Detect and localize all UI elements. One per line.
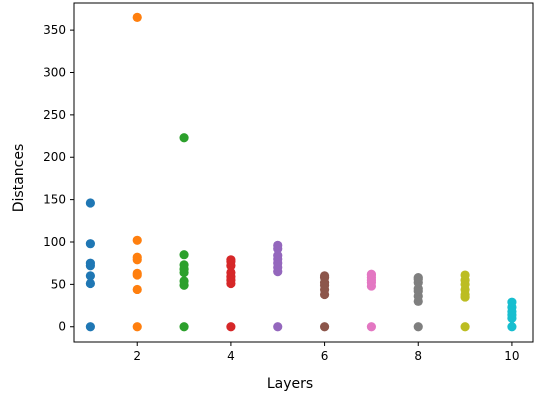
x-tick-label: 4 xyxy=(227,349,235,363)
data-point xyxy=(319,271,330,281)
data-point xyxy=(85,239,95,249)
x-tick-label: 8 xyxy=(414,349,422,363)
plot-frame xyxy=(73,2,534,343)
data-point xyxy=(226,255,236,265)
data-points xyxy=(85,12,517,332)
data-point xyxy=(132,252,142,262)
data-point xyxy=(413,272,423,283)
y-tick-label: 300 xyxy=(43,65,66,79)
data-point xyxy=(460,270,470,280)
data-point xyxy=(132,235,142,245)
data-point xyxy=(85,271,95,281)
data-point xyxy=(85,258,95,268)
x-tick-label: 2 xyxy=(133,349,141,363)
data-point xyxy=(319,322,330,332)
y-tick-label: 0 xyxy=(58,320,66,334)
x-tick-label: 10 xyxy=(504,349,519,363)
data-point xyxy=(132,12,142,23)
data-point xyxy=(179,133,189,143)
data-point xyxy=(179,322,189,332)
data-point xyxy=(366,322,377,332)
data-point xyxy=(507,322,517,332)
data-point xyxy=(507,297,517,307)
data-point xyxy=(226,322,236,332)
y-axis-label: Distances xyxy=(11,144,27,213)
y-tick-label: 250 xyxy=(43,108,66,122)
x-tick-label: 6 xyxy=(321,349,329,363)
y-axis-ticks: 0 50 100 150 200 250 300 350 xyxy=(43,23,74,334)
y-tick-label: 100 xyxy=(43,235,66,249)
y-tick-label: 200 xyxy=(43,150,66,164)
data-point xyxy=(413,322,423,332)
y-tick-label: 150 xyxy=(43,193,66,207)
data-point xyxy=(273,240,283,250)
data-point xyxy=(226,267,236,278)
data-point xyxy=(460,322,470,332)
data-point xyxy=(273,322,283,332)
data-point xyxy=(179,250,189,260)
data-point xyxy=(132,284,142,295)
x-axis-ticks: 2 4 6 8 10 xyxy=(133,342,520,363)
x-axis-label: Layers xyxy=(267,376,313,392)
data-point xyxy=(132,268,142,278)
y-tick-label: 350 xyxy=(43,23,66,37)
data-point xyxy=(85,278,95,289)
data-point xyxy=(366,269,377,279)
data-point xyxy=(132,322,142,332)
data-point xyxy=(85,322,95,332)
data-point xyxy=(273,250,283,261)
data-point xyxy=(85,198,95,208)
data-point xyxy=(179,260,189,270)
data-point xyxy=(179,276,189,286)
y-tick-label: 50 xyxy=(51,277,66,291)
